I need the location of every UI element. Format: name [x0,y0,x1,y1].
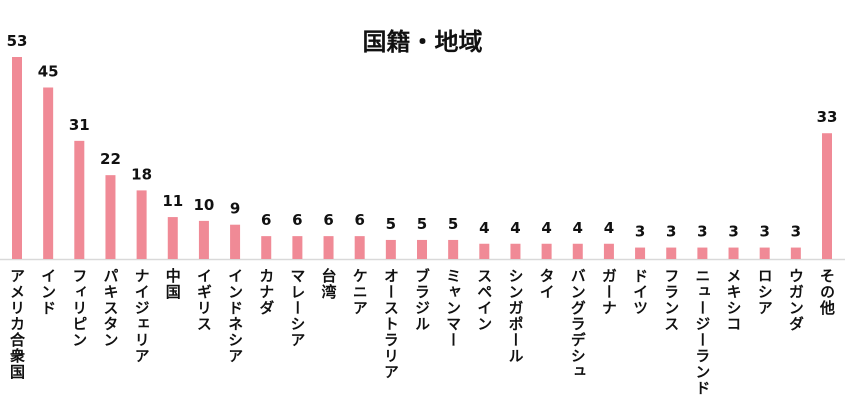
data-label: 4 [479,219,489,237]
data-label: 6 [354,211,364,229]
category-label: シンガポール [506,268,525,364]
data-label: 53 [7,32,28,50]
bar [198,220,209,259]
bar [385,239,396,259]
bar [666,247,677,259]
data-label: 18 [131,165,152,183]
bar [479,243,490,259]
bar [759,247,770,259]
category-label: ドイツ [631,268,650,316]
chart-title: 国籍・地域 [362,28,483,56]
bar [354,236,365,259]
data-label: 22 [100,150,121,168]
bar [105,175,116,259]
data-label: 11 [162,192,183,210]
category-label: その他 [818,268,836,316]
bar [572,243,583,259]
data-label: 9 [230,200,240,218]
category-label: 中国 [163,268,182,300]
bar [448,239,459,259]
data-label: 4 [541,219,551,237]
data-label: 3 [791,223,801,241]
category-label: オーストラリア [381,268,400,380]
bar [697,247,708,259]
category-label: ウガンダ [786,268,805,332]
category-label: ブラジル [413,268,431,332]
bar [261,236,272,259]
data-label: 4 [604,219,614,237]
data-label: 6 [261,211,271,229]
bar [12,57,22,259]
category-label: ロシア [755,268,774,316]
bar [822,133,832,259]
category-label: ミャンマー [444,268,463,348]
category-label: インド [39,268,58,316]
category-label: バングラデシュ [568,268,587,380]
data-label: 6 [292,211,302,229]
bar [136,190,147,259]
category-label: ナイジェリア [132,268,151,364]
category-label: インドネシア [226,268,245,364]
data-label: 4 [510,219,520,237]
bar [323,236,334,259]
data-label: 5 [386,215,396,233]
category-label: アメリカ合衆国 [8,268,26,380]
bar [541,243,552,259]
bar [790,247,801,259]
category-label: ガーナ [599,268,618,316]
category-label: 台湾 [319,268,338,300]
bar [417,239,427,259]
category-label: パキスタン [101,268,120,348]
data-label: 33 [817,108,838,126]
data-label: 3 [666,223,676,241]
data-label: 5 [417,215,427,233]
category-label: ケニア [350,268,369,316]
data-label: 3 [697,223,707,241]
category-label: イギリス [194,268,213,332]
data-label: 31 [69,116,90,134]
category-label: マレーシア [288,268,307,348]
category-label: フランス [662,268,681,332]
data-label: 3 [759,223,769,241]
data-label: 45 [38,62,59,80]
data-label: 10 [193,196,214,214]
category-label: ニュージーランド [693,268,712,396]
bar [43,87,54,259]
bar [74,140,85,259]
category-label: メキシコ [724,268,743,332]
bar [292,236,303,259]
category-label: カナダ [257,268,276,316]
category-label: フィリピン [70,268,89,348]
bar [510,243,521,259]
data-label: 4 [573,219,583,237]
bar [635,247,646,259]
bar [167,217,178,259]
category-label: スペイン [475,268,494,332]
bar [230,224,241,259]
data-label: 6 [323,211,333,229]
data-label: 5 [448,215,458,233]
data-label: 3 [635,223,645,241]
data-label: 3 [728,223,738,241]
bar [728,247,739,259]
bar [603,243,614,259]
category-label: タイ [537,268,556,300]
